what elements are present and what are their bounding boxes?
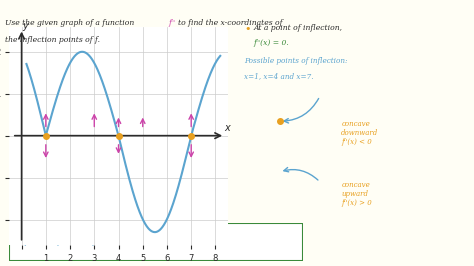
Text: f''(x) = 0.: f''(x) = 0. [254,39,289,47]
Text: the inflection points of f.: the inflection points of f. [5,36,100,44]
Text: •: • [244,24,251,34]
Text: x: x [225,123,230,134]
Text: At a point of inflection,: At a point of inflection, [254,24,343,32]
Text: y: y [22,21,28,31]
FancyBboxPatch shape [9,223,303,261]
Text: f'': f'' [168,19,175,27]
Text: to find the x-coordinates of: to find the x-coordinates of [178,19,282,27]
Text: concave
downward
f''(x) < 0: concave downward f''(x) < 0 [341,120,379,146]
Text: Use the given graph of a function: Use the given graph of a function [5,19,134,27]
Text: Possible points of inflection:: Possible points of inflection: [244,57,347,65]
Text: x=1, x=4 and x=7.: x=1, x=4 and x=7. [244,72,314,80]
FancyArrowPatch shape [284,168,318,180]
Text: f  has inflection points at x=1 and x=7.: f has inflection points at x=1 and x=7. [24,238,190,246]
Text: concave
upward
f''(x) > 0: concave upward f''(x) > 0 [341,181,372,207]
FancyArrowPatch shape [284,98,319,123]
